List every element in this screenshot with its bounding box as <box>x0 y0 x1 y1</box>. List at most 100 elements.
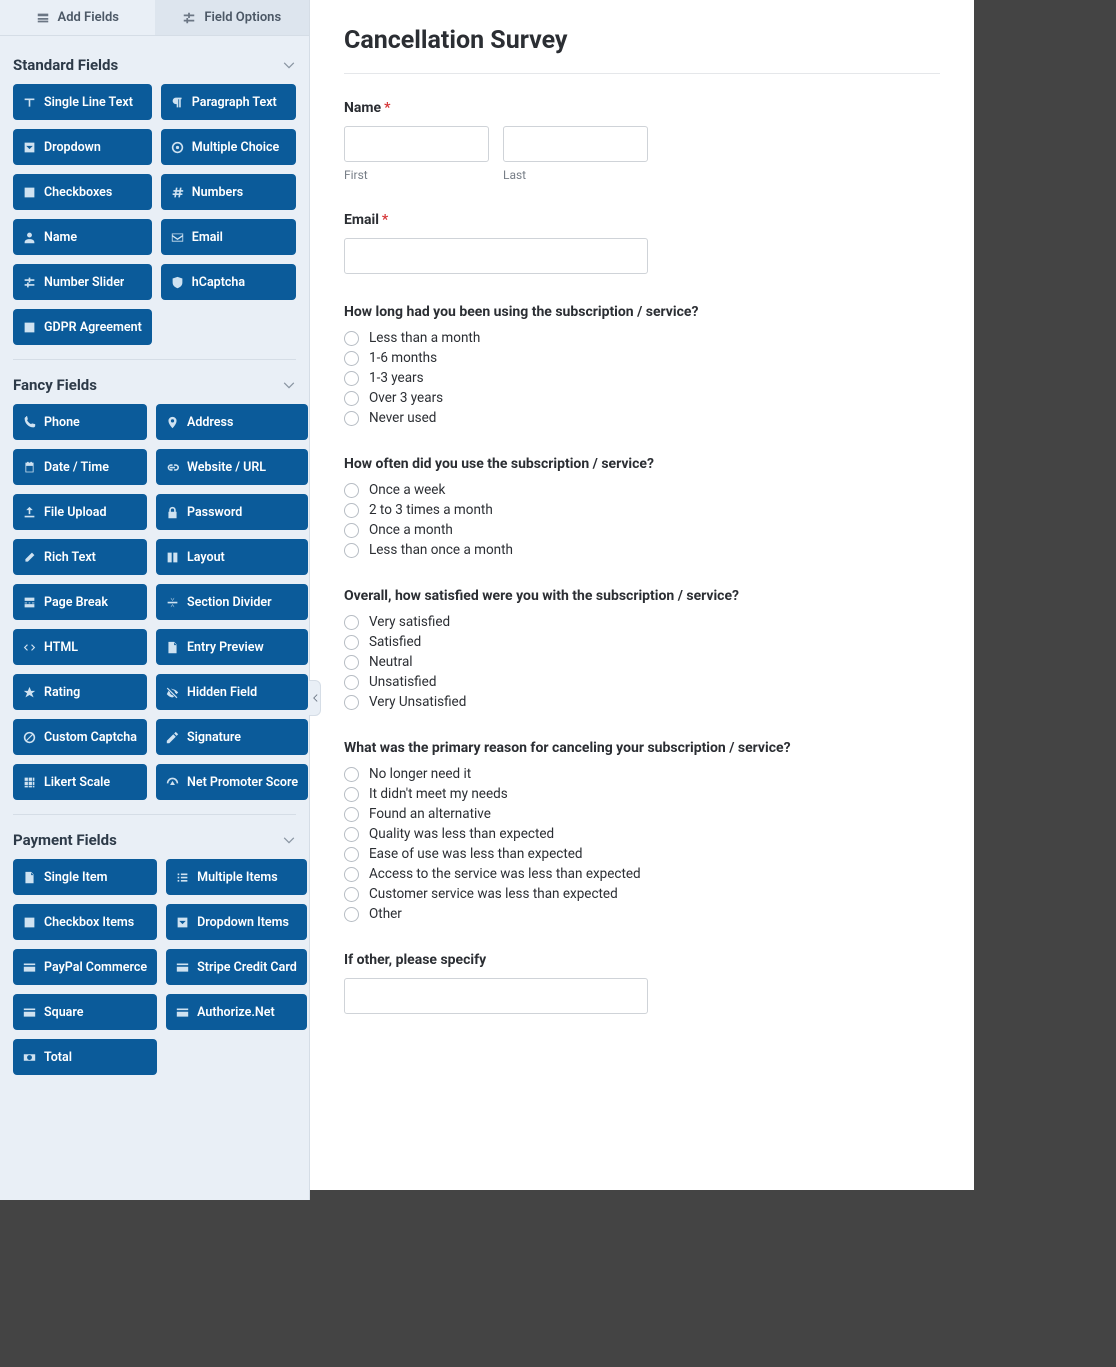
other-specify-input[interactable] <box>344 978 648 1014</box>
q3-options: Very satisfied Satisfied Neutral Unsatisfie… <box>344 614 940 710</box>
sidebar: Add Fields Field Options Standard Fields… <box>0 0 310 1200</box>
field-button-rating[interactable]: Rating <box>13 674 147 710</box>
field-button-square[interactable]: Square <box>13 994 157 1030</box>
field-button-total[interactable]: Total <box>13 1039 157 1075</box>
field-q4[interactable]: What was the primary reason for cancelin… <box>344 740 940 922</box>
field-button-layout[interactable]: Layout <box>156 539 308 575</box>
field-button-phone[interactable]: Phone <box>13 404 147 440</box>
field-button-label: Total <box>44 1050 72 1065</box>
field-button-label: Page Break <box>44 595 108 610</box>
field-button-html[interactable]: HTML <box>13 629 147 665</box>
field-button-file-upload[interactable]: File Upload <box>13 494 147 530</box>
field-button-hidden-field[interactable]: Hidden Field <box>156 674 308 710</box>
radio-option[interactable]: Ease of use was less than expected <box>344 846 940 862</box>
radio-label: Customer service was less than expected <box>369 886 618 902</box>
field-button-net-promoter-score[interactable]: Net Promoter Score <box>156 764 308 800</box>
field-button-label: Address <box>187 415 233 430</box>
field-button-authorize-net[interactable]: Authorize.Net <box>166 994 307 1030</box>
sidebar-collapse-handle[interactable] <box>309 680 321 716</box>
radio-option[interactable]: 1-3 years <box>344 370 940 386</box>
field-button-website-url[interactable]: Website / URL <box>156 449 308 485</box>
field-button-label: Multiple Choice <box>192 140 279 155</box>
radio-label: Found an alternative <box>369 806 491 822</box>
radio-option[interactable]: Quality was less than expected <box>344 826 940 842</box>
field-q1[interactable]: How long had you been using the subscrip… <box>344 304 940 426</box>
radio-option[interactable]: Less than a month <box>344 330 940 346</box>
radio-label: Once a month <box>369 522 453 538</box>
radio-option[interactable]: Neutral <box>344 654 940 670</box>
field-q2[interactable]: How often did you use the subscription /… <box>344 456 940 558</box>
field-button-page-break[interactable]: Page Break <box>13 584 147 620</box>
radio-option[interactable]: Access to the service was less than expe… <box>344 866 940 882</box>
required-mark: * <box>382 212 388 228</box>
field-button-paragraph-text[interactable]: Paragraph Text <box>161 84 296 120</box>
radio-option[interactable]: 1-6 months <box>344 350 940 366</box>
radio-label: No longer need it <box>369 766 471 782</box>
first-name-input[interactable] <box>344 126 489 162</box>
radio-option[interactable]: Customer service was less than expected <box>344 886 940 902</box>
section-payment-header[interactable]: Payment Fields <box>13 814 296 859</box>
section-fancy-header[interactable]: Fancy Fields <box>13 359 296 404</box>
field-button-stripe-credit-card[interactable]: Stripe Credit Card <box>166 949 307 985</box>
field-button-single-line-text[interactable]: Single Line Text <box>13 84 152 120</box>
options-icon <box>182 11 196 25</box>
radio-label: Over 3 years <box>369 390 443 406</box>
tab-field-options[interactable]: Field Options <box>155 0 310 35</box>
section-title: Fancy Fields <box>13 376 97 394</box>
field-button-date-time[interactable]: Date / Time <box>13 449 147 485</box>
list-icon <box>176 871 189 884</box>
radio-option[interactable]: Less than once a month <box>344 542 940 558</box>
radio-option[interactable]: Once a week <box>344 482 940 498</box>
field-button-paypal-commerce[interactable]: PayPal Commerce <box>13 949 157 985</box>
radio-option[interactable]: No longer need it <box>344 766 940 782</box>
field-button-number-slider[interactable]: Number Slider <box>13 264 152 300</box>
field-q5[interactable]: If other, please specify <box>344 952 940 1014</box>
section-title: Payment Fields <box>13 831 117 849</box>
radio-option[interactable]: Never used <box>344 410 940 426</box>
field-button-gdpr-agreement[interactable]: GDPR Agreement <box>13 309 152 345</box>
field-button-hcaptcha[interactable]: hCaptcha <box>161 264 296 300</box>
money-icon <box>23 1051 36 1064</box>
radio-option[interactable]: Very Unsatisfied <box>344 694 940 710</box>
radio-option[interactable]: Once a month <box>344 522 940 538</box>
field-q3[interactable]: Overall, how satisfied were you with the… <box>344 588 940 710</box>
radio-option[interactable]: 2 to 3 times a month <box>344 502 940 518</box>
field-button-checkboxes[interactable]: Checkboxes <box>13 174 152 210</box>
payment-fields-grid: Single ItemMultiple ItemsCheckbox ItemsD… <box>13 859 296 1075</box>
tab-add-fields[interactable]: Add Fields <box>0 0 155 35</box>
radio-option[interactable]: Satisfied <box>344 634 940 650</box>
radio-icon <box>344 907 359 922</box>
field-button-dropdown[interactable]: Dropdown <box>13 129 152 165</box>
field-name[interactable]: Name* First Last <box>344 100 940 182</box>
field-button-password[interactable]: Password <box>156 494 308 530</box>
field-button-email[interactable]: Email <box>161 219 296 255</box>
email-input[interactable] <box>344 238 648 274</box>
field-email[interactable]: Email* <box>344 212 940 274</box>
field-button-signature[interactable]: Signature <box>156 719 308 755</box>
field-button-multiple-items[interactable]: Multiple Items <box>166 859 307 895</box>
radio-icon <box>344 867 359 882</box>
star-icon <box>23 686 36 699</box>
radio-option[interactable]: Found an alternative <box>344 806 940 822</box>
field-button-numbers[interactable]: Numbers <box>161 174 296 210</box>
last-name-input[interactable] <box>503 126 648 162</box>
field-button-name[interactable]: Name <box>13 219 152 255</box>
field-button-multiple-choice[interactable]: Multiple Choice <box>161 129 296 165</box>
radio-option[interactable]: Very satisfied <box>344 614 940 630</box>
field-button-address[interactable]: Address <box>156 404 308 440</box>
radio-option[interactable]: It didn't meet my needs <box>344 786 940 802</box>
radio-option[interactable]: Other <box>344 906 940 922</box>
field-button-likert-scale[interactable]: Likert Scale <box>13 764 147 800</box>
field-button-checkbox-items[interactable]: Checkbox Items <box>13 904 157 940</box>
field-button-single-item[interactable]: Single Item <box>13 859 157 895</box>
radio-option[interactable]: Over 3 years <box>344 390 940 406</box>
radio-label: Neutral <box>369 654 413 670</box>
field-button-dropdown-items[interactable]: Dropdown Items <box>166 904 307 940</box>
section-standard-header[interactable]: Standard Fields <box>13 40 296 84</box>
field-button-custom-captcha[interactable]: Custom Captcha <box>13 719 147 755</box>
field-button-entry-preview[interactable]: Entry Preview <box>156 629 308 665</box>
field-button-label: Square <box>44 1005 84 1020</box>
field-button-section-divider[interactable]: Section Divider <box>156 584 308 620</box>
radio-option[interactable]: Unsatisfied <box>344 674 940 690</box>
field-button-rich-text[interactable]: Rich Text <box>13 539 147 575</box>
